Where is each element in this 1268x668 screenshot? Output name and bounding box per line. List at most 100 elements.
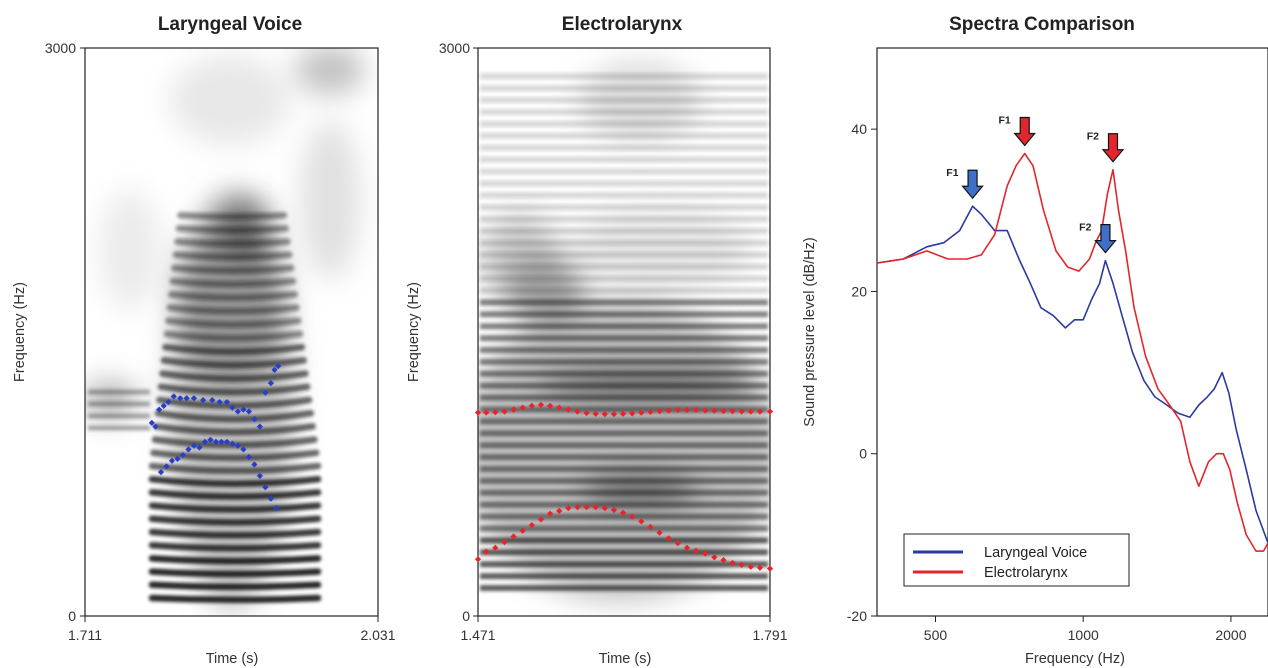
ytick-label: 40 bbox=[851, 121, 867, 137]
formant-point-f1 bbox=[756, 564, 764, 571]
formant-point-f2 bbox=[738, 408, 745, 415]
arrow-f2-icon bbox=[1094, 223, 1117, 254]
annotation-f2: F2 bbox=[1087, 131, 1099, 143]
panel3-axes: -20 0 20 40 500 1000 2000 bbox=[847, 121, 1247, 643]
formant-point-f1 bbox=[647, 523, 654, 531]
panel-spectra-comparison: Spectra Comparison -20 0 20 40 500 1000 2000 F… bbox=[802, 14, 1268, 667]
formant-point-f2 bbox=[619, 410, 627, 417]
formant-point-f1 bbox=[665, 535, 672, 542]
formant-point-f1 bbox=[729, 559, 736, 567]
panel1-ytick-label-bottom: 0 bbox=[68, 608, 76, 624]
formant-point-f1 bbox=[537, 516, 545, 523]
formant-point-f2 bbox=[766, 408, 774, 415]
ytick-label: 20 bbox=[851, 283, 867, 299]
panel2-xtick-label-right: 1.791 bbox=[752, 627, 787, 643]
xtick-label: 500 bbox=[924, 627, 948, 643]
formant-point-f1 bbox=[629, 513, 636, 520]
panel3-annotations: F1 F2 F1 F2 bbox=[946, 114, 1125, 254]
formant-point-f2 bbox=[271, 366, 278, 373]
formant-point-f2 bbox=[474, 409, 482, 416]
formant-point-f1 bbox=[262, 484, 269, 491]
panel2-frame bbox=[477, 47, 771, 617]
panel2-harmonic-bands bbox=[480, 73, 768, 591]
formant-point-f1 bbox=[218, 438, 225, 445]
series-line-laryngeal-voice bbox=[877, 205, 1268, 544]
formant-point-f2 bbox=[610, 411, 618, 418]
formant-point-f1 bbox=[702, 550, 709, 557]
formant-point-f2 bbox=[729, 408, 736, 415]
panel-electrolarynx: Electrolarynx 3000 0 1.471 1.791 Time (s… bbox=[406, 14, 788, 667]
formant-point-f2 bbox=[492, 409, 499, 416]
legend-label-laryngeal-voice: Laryngeal Voice bbox=[984, 545, 1087, 561]
formant-point-f2 bbox=[256, 423, 263, 430]
formant-point-f1 bbox=[474, 556, 482, 563]
panel1-ytick-label-top: 3000 bbox=[45, 40, 76, 56]
legend-label-electrolarynx: Electrolarynx bbox=[984, 565, 1069, 581]
panel3-series bbox=[877, 152, 1268, 552]
panel1-spectrogram bbox=[85, 48, 378, 616]
formant-point-f2 bbox=[262, 389, 269, 396]
formant-point-f2 bbox=[592, 410, 599, 417]
panel3-ylabel: Sound pressure level (dB/Hz) bbox=[802, 237, 818, 426]
formant-point-f2 bbox=[267, 380, 274, 387]
formant-point-f2 bbox=[177, 395, 184, 402]
ytick-label: -20 bbox=[847, 608, 867, 624]
formant-point-f1 bbox=[747, 563, 754, 570]
formant-point-f1 bbox=[711, 554, 718, 561]
formant-point-f1 bbox=[720, 557, 727, 564]
formant-point-f1 bbox=[163, 463, 170, 470]
panel2-ytick-label-bottom: 0 bbox=[462, 608, 470, 624]
formant-point-f1 bbox=[565, 504, 572, 512]
formant-point-f1 bbox=[674, 539, 681, 547]
formant-point-f2 bbox=[601, 411, 608, 418]
formant-point-f1 bbox=[610, 506, 618, 514]
arrow-f1-icon bbox=[1013, 116, 1037, 147]
formant-point-f2 bbox=[483, 409, 490, 416]
formant-point-f1 bbox=[638, 518, 645, 525]
panel2-xtick-label-left: 1.471 bbox=[460, 627, 495, 643]
formant-point-f1 bbox=[256, 472, 263, 480]
panel1-harmonic-bands bbox=[88, 211, 322, 604]
formant-point-f2 bbox=[747, 408, 754, 415]
panel1-ylabel: Frequency (Hz) bbox=[12, 282, 28, 382]
ytick-label: 0 bbox=[859, 446, 867, 462]
panel3-xlabel: Frequency (Hz) bbox=[1025, 651, 1125, 667]
formant-point-f1 bbox=[190, 442, 198, 449]
formant-point-f1 bbox=[601, 504, 608, 512]
formant-point-f2 bbox=[209, 397, 216, 404]
panel1-xlabel: Time (s) bbox=[206, 651, 259, 667]
panel1-xtick-label-left: 1.711 bbox=[68, 627, 102, 643]
panel1-frame bbox=[84, 47, 379, 617]
formant-point-f1 bbox=[519, 527, 526, 534]
xtick-label: 2000 bbox=[1215, 627, 1246, 643]
formant-point-f2 bbox=[756, 408, 764, 415]
formant-point-f1 bbox=[267, 495, 274, 502]
formant-point-f1 bbox=[528, 522, 535, 529]
annotation-f1: F1 bbox=[946, 167, 958, 179]
formant-point-f2 bbox=[245, 408, 253, 415]
formant-point-f1 bbox=[683, 544, 691, 551]
annotation-f2: F2 bbox=[1079, 222, 1091, 234]
arrow-f1-icon bbox=[961, 169, 984, 200]
formant-point-f2 bbox=[275, 362, 282, 370]
panel3-frame bbox=[876, 47, 1268, 617]
formant-point-f1 bbox=[273, 504, 280, 512]
panel1-title: Laryngeal Voice bbox=[158, 14, 302, 35]
formant-point-f2 bbox=[190, 395, 198, 402]
formant-point-f1 bbox=[656, 529, 663, 536]
formant-point-f2 bbox=[501, 408, 508, 415]
panel2-title: Electrolarynx bbox=[562, 14, 683, 35]
series-line-electrolarynx bbox=[877, 152, 1268, 552]
formant-point-f2 bbox=[200, 397, 207, 404]
formant-point-f2 bbox=[720, 407, 727, 415]
formant-point-f2 bbox=[656, 408, 663, 415]
formant-point-f1 bbox=[510, 533, 517, 540]
annotation-f1: F1 bbox=[998, 114, 1010, 126]
formant-point-f1 bbox=[692, 547, 700, 554]
formant-point-f2 bbox=[629, 410, 636, 417]
legend: Laryngeal Voice Electrolarynx bbox=[903, 533, 1130, 587]
formant-point-f1 bbox=[738, 561, 745, 568]
panel2-ylabel: Frequency (Hz) bbox=[406, 282, 422, 382]
formant-point-f2 bbox=[574, 408, 581, 415]
